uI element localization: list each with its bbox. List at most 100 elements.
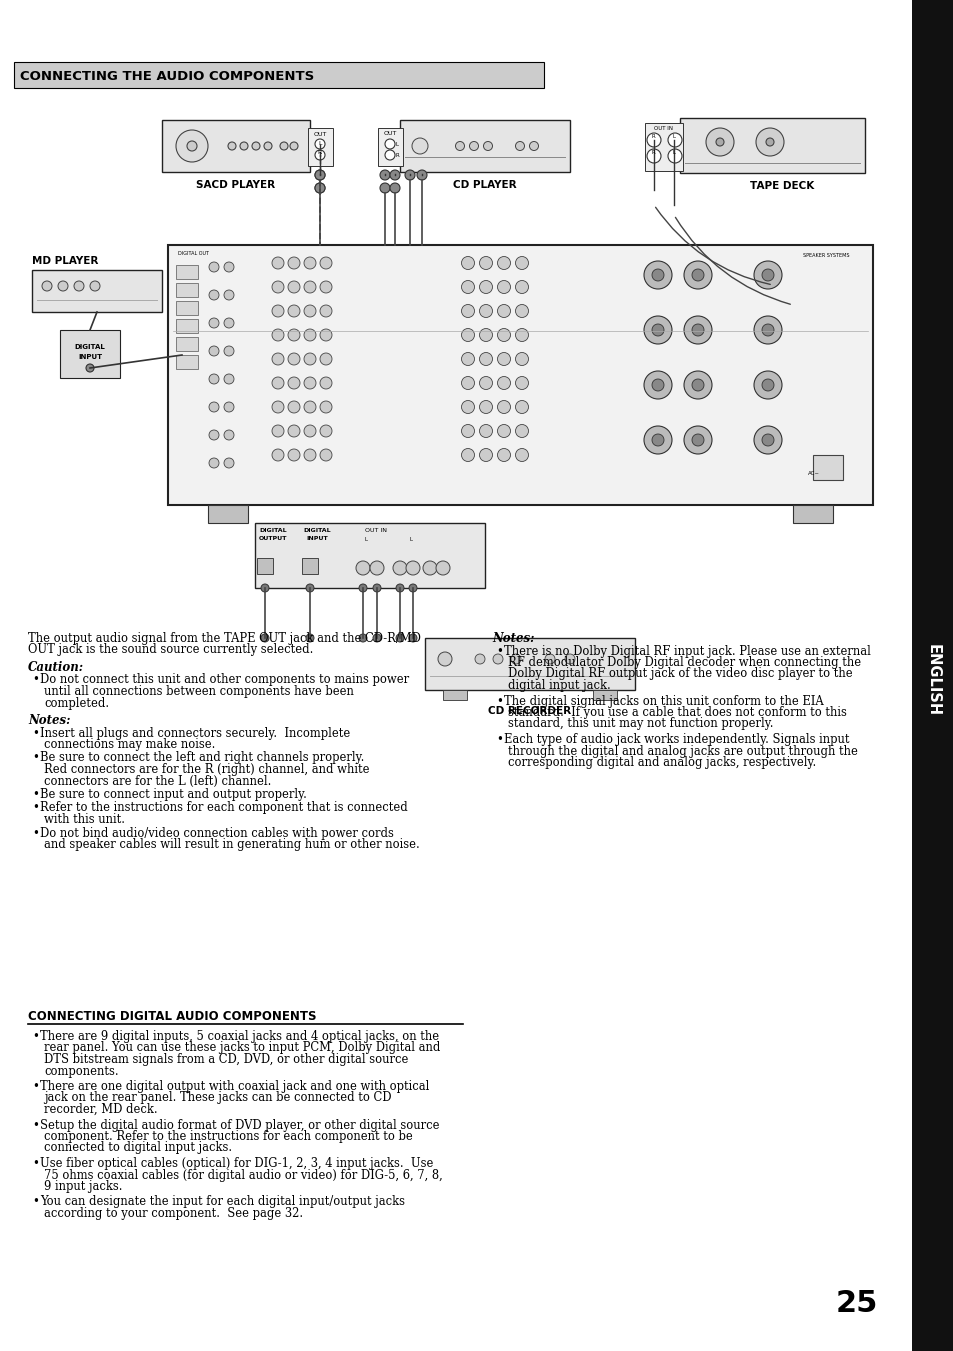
Circle shape (515, 400, 528, 413)
Circle shape (272, 401, 284, 413)
Bar (644, 123, 682, 172)
Bar (168, 245, 872, 505)
Circle shape (390, 182, 399, 193)
Circle shape (479, 400, 492, 413)
Text: There are 9 digital inputs, 5 coaxial jacks and 4 optical jacks, on the: There are 9 digital inputs, 5 coaxial ja… (40, 1029, 438, 1043)
Circle shape (306, 584, 314, 592)
Circle shape (755, 128, 783, 155)
Circle shape (753, 261, 781, 289)
Circle shape (643, 316, 671, 345)
Circle shape (319, 257, 332, 269)
Circle shape (314, 139, 325, 149)
Circle shape (385, 150, 395, 159)
Circle shape (379, 170, 390, 180)
Text: The digital signal jacks on this unit conform to the EIA: The digital signal jacks on this unit co… (503, 694, 822, 708)
Text: L: L (410, 536, 413, 542)
Circle shape (304, 257, 315, 269)
Circle shape (355, 561, 370, 576)
Circle shape (497, 353, 510, 366)
Circle shape (497, 257, 510, 269)
Text: DTS bitstream signals from a CD, DVD, or other digital source: DTS bitstream signals from a CD, DVD, or… (44, 1052, 408, 1066)
Bar (812, 455, 842, 480)
Circle shape (646, 149, 660, 163)
Circle shape (261, 584, 269, 592)
Circle shape (370, 561, 384, 576)
Text: DIGITAL: DIGITAL (259, 528, 287, 534)
Circle shape (683, 316, 711, 345)
Text: •: • (496, 734, 502, 746)
Circle shape (479, 257, 492, 269)
Circle shape (261, 634, 269, 642)
Circle shape (497, 328, 510, 342)
Circle shape (493, 654, 502, 663)
Text: R: R (317, 150, 322, 155)
Circle shape (288, 281, 299, 293)
Circle shape (405, 170, 415, 180)
Bar (162, 120, 310, 172)
Bar (175, 319, 198, 332)
Circle shape (497, 449, 510, 462)
Bar (175, 282, 198, 297)
Bar (792, 505, 832, 523)
Circle shape (319, 426, 332, 436)
Circle shape (224, 430, 233, 440)
Bar (175, 301, 198, 315)
Circle shape (58, 281, 68, 290)
Circle shape (497, 304, 510, 317)
Circle shape (564, 654, 575, 663)
Text: ENGLISH: ENGLISH (924, 644, 940, 716)
Circle shape (479, 449, 492, 462)
Bar (32, 270, 162, 312)
Text: connectors are for the L (left) channel.: connectors are for the L (left) channel. (44, 774, 271, 788)
Circle shape (643, 426, 671, 454)
Circle shape (74, 281, 84, 290)
Circle shape (461, 377, 474, 389)
Circle shape (42, 281, 52, 290)
Text: •: • (32, 1079, 39, 1093)
Circle shape (224, 374, 233, 384)
Bar (679, 118, 864, 173)
Circle shape (406, 561, 419, 576)
Text: CD RECORDER: CD RECORDER (488, 707, 571, 716)
Text: component. Refer to the instructions for each component to be: component. Refer to the instructions for… (44, 1129, 413, 1143)
Circle shape (224, 262, 233, 272)
Circle shape (288, 353, 299, 365)
Circle shape (90, 281, 100, 290)
Text: recorder, MD deck.: recorder, MD deck. (44, 1102, 157, 1116)
Circle shape (86, 363, 94, 372)
Circle shape (272, 281, 284, 293)
Circle shape (306, 634, 314, 642)
Text: L: L (672, 134, 675, 139)
Circle shape (319, 281, 332, 293)
Circle shape (667, 149, 681, 163)
Text: 9 input jacks.: 9 input jacks. (44, 1179, 122, 1193)
Text: •: • (32, 1029, 39, 1043)
Text: 75 ohms coaxial cables (for digital audio or video) for DIG-5, 6, 7, 8,: 75 ohms coaxial cables (for digital audi… (44, 1169, 442, 1182)
Circle shape (288, 330, 299, 340)
Text: •: • (32, 1119, 39, 1132)
Circle shape (461, 400, 474, 413)
Text: until all connections between components have been: until all connections between components… (44, 685, 354, 698)
Circle shape (761, 434, 773, 446)
Circle shape (314, 170, 325, 180)
Text: SACD PLAYER: SACD PLAYER (196, 180, 275, 190)
Circle shape (479, 353, 492, 366)
Text: through the digital and analog jacks are output through the: through the digital and analog jacks are… (507, 744, 857, 758)
Circle shape (264, 142, 272, 150)
Circle shape (393, 561, 407, 576)
Circle shape (288, 305, 299, 317)
Text: Caution:: Caution: (28, 661, 84, 674)
Circle shape (667, 132, 681, 147)
Circle shape (272, 426, 284, 436)
Circle shape (314, 182, 325, 193)
Circle shape (280, 142, 288, 150)
Text: R: R (651, 150, 654, 155)
Circle shape (304, 353, 315, 365)
Text: 25: 25 (835, 1289, 877, 1319)
Text: DIGITAL OUT: DIGITAL OUT (178, 251, 209, 255)
Text: •: • (32, 788, 39, 801)
Circle shape (304, 305, 315, 317)
Circle shape (314, 170, 325, 180)
Circle shape (272, 330, 284, 340)
Circle shape (479, 328, 492, 342)
